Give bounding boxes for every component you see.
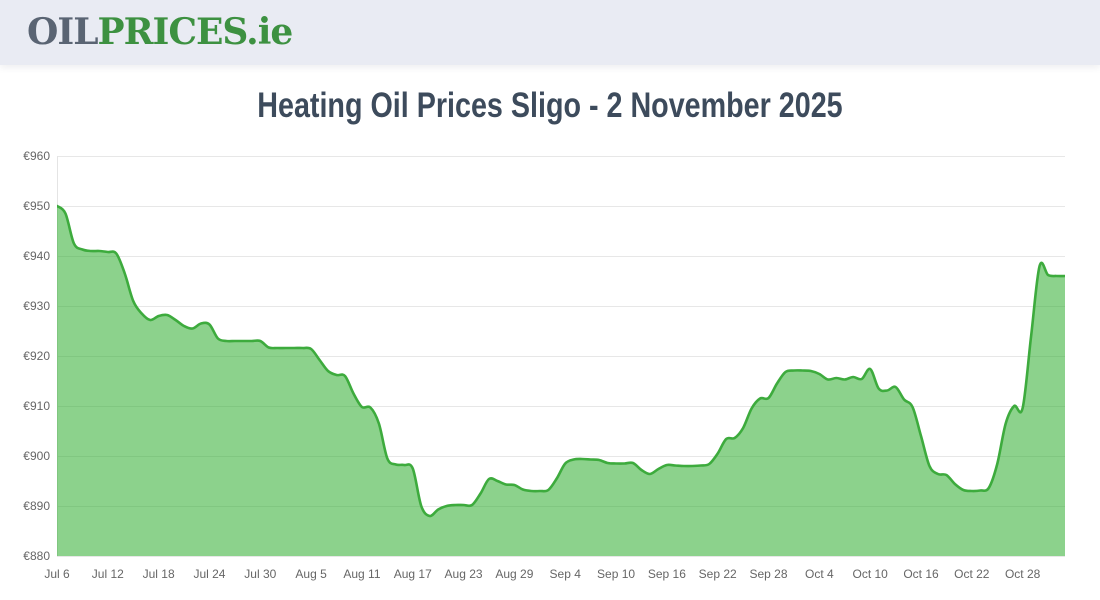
y-axis-label: €900 xyxy=(23,449,50,463)
x-axis-label: Oct 10 xyxy=(852,567,888,581)
chart-title: Heating Oil Prices Sligo - 2 November 20… xyxy=(257,86,843,125)
x-axis-label: Oct 16 xyxy=(903,567,939,581)
x-axis-label: Aug 29 xyxy=(495,567,534,581)
x-axis-label: Aug 23 xyxy=(444,567,483,581)
x-axis-label: Oct 4 xyxy=(805,567,834,581)
x-axis-label: Jul 30 xyxy=(244,567,277,581)
gridline xyxy=(57,456,1065,457)
x-axis-label: Aug 17 xyxy=(393,567,432,581)
x-axis-label: Sep 4 xyxy=(549,567,581,581)
price-line xyxy=(57,204,1065,518)
y-axis-label: €960 xyxy=(23,149,50,163)
gridline xyxy=(57,406,1065,407)
x-axis-label: Oct 22 xyxy=(954,567,990,581)
y-axis-label: €930 xyxy=(23,299,50,313)
area-fill xyxy=(57,206,1065,556)
chart-title-wrap: Heating Oil Prices Sligo - 2 November 20… xyxy=(0,86,1100,126)
x-axis-label: Jul 6 xyxy=(44,567,70,581)
logo-prices-text: PRICES xyxy=(97,11,248,53)
gridline xyxy=(57,156,1065,157)
gridline xyxy=(57,306,1065,307)
y-axis-label: €950 xyxy=(23,199,50,213)
y-axis-label: €880 xyxy=(23,549,50,563)
y-axis-label: €890 xyxy=(23,499,50,513)
x-axis-label: Sep 16 xyxy=(647,567,686,581)
gridline xyxy=(57,556,1065,557)
gridline xyxy=(57,206,1065,207)
x-axis-label: Oct 28 xyxy=(1004,567,1041,581)
x-axis-label: Sep 22 xyxy=(698,567,737,581)
logo-oil-text: OIL xyxy=(27,11,99,53)
logo-domain-suffix: .ie xyxy=(246,11,293,53)
price-chart[interactable]: €880 €890 €900 €910 €920 €930 €940 €950 €960 Jul … xyxy=(0,140,1100,595)
gridline xyxy=(57,356,1065,357)
x-axis-label: Aug 11 xyxy=(343,567,381,581)
x-axis-label: Jul 24 xyxy=(193,567,226,581)
x-axis-label: Aug 5 xyxy=(295,567,327,581)
area-series[interactable] xyxy=(57,156,1065,556)
x-axis-label: Sep 28 xyxy=(749,567,788,581)
x-axis-label: Sep 10 xyxy=(597,567,636,581)
y-axis-label: €910 xyxy=(23,399,50,413)
gridline xyxy=(57,256,1065,257)
x-axis-label: Jul 12 xyxy=(91,567,124,581)
y-axis-label: €920 xyxy=(23,349,50,363)
site-header: OILPRICES.ie xyxy=(0,0,1100,65)
y-axis-label: €940 xyxy=(23,249,50,263)
site-logo[interactable]: OILPRICES.ie xyxy=(27,9,293,55)
x-axis-label: Jul 18 xyxy=(142,567,175,581)
